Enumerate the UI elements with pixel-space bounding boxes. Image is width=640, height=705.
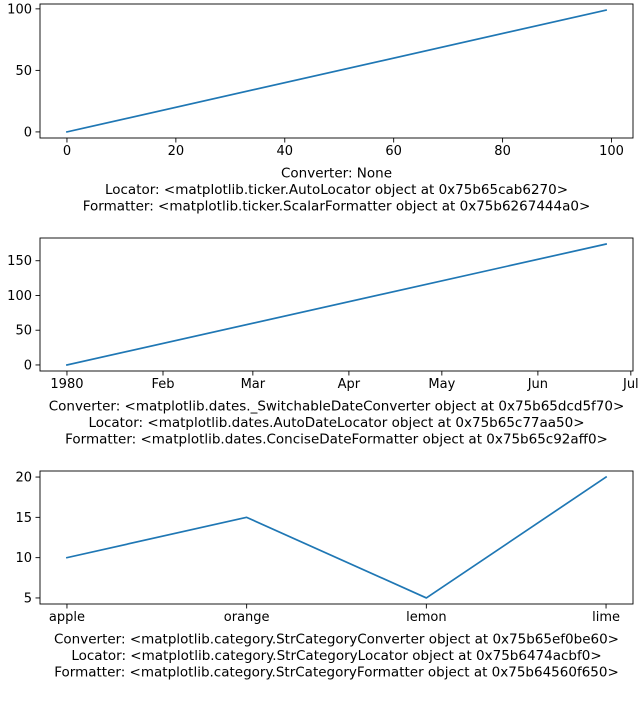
chart-3-y-tick-label-2: 10 <box>15 551 32 566</box>
chart-3-axes-frame <box>39 470 634 605</box>
chart-2-y-tick-label-3: 100 <box>7 289 32 304</box>
chart-1: 0 20 40 60 80 100 0 50 100 Converter: NoneLocator… <box>7 2 634 215</box>
chart-3-y-tick-label-1: 5 <box>24 591 32 606</box>
chart-1-y-tick-label-3: 100 <box>7 2 32 17</box>
chart-3-xlabel-line-3: Formatter: <matplotlib.category.StrCateg… <box>54 665 619 681</box>
chart-2-x-tick-label-1: 1980 <box>50 377 83 392</box>
chart-2-x-tick-label-4: Apr <box>338 377 361 392</box>
chart-2-axes-frame <box>39 237 634 372</box>
chart-1-xlabel-line-2: Locator: <matplotlib.ticker.AutoLocator … <box>105 182 568 198</box>
chart-3-x-tick-label-2: orange <box>224 610 270 625</box>
chart-2-x-tick-label-7: Jul <box>622 377 639 392</box>
chart-1-xlabel-line-1: Converter: None <box>281 166 392 182</box>
chart-2-xlabel-line-1: Converter: <matplotlib.dates._Switchable… <box>49 399 625 415</box>
chart-2-series-line-1 <box>65 243 608 366</box>
chart-2-x-tick-label-6: Jun <box>527 377 548 392</box>
chart-3-x-tick-label-3: lemon <box>406 610 446 625</box>
chart-1-y-tick-label-1: 0 <box>24 125 32 140</box>
chart-2-y-tick-label-1: 0 <box>24 358 32 373</box>
chart-1-x-tick-label-6: 100 <box>599 144 624 159</box>
chart-2-y-tick-label-2: 50 <box>15 324 32 339</box>
chart-3-xlabel-line-2: Locator: <matplotlib.category.StrCategor… <box>71 648 601 664</box>
chart-2-y-tick-label-4: 150 <box>7 254 32 269</box>
chart-2: 1980 Feb Mar Apr May Jun Jul 0 50 100 150 Converter… <box>7 237 639 448</box>
chart-2-x-tick-label-5: May <box>428 377 455 392</box>
chart-1-x-tick-label-1: 0 <box>63 144 71 159</box>
chart-1-y-tick-label-2: 50 <box>15 64 32 79</box>
chart-1-x-tick-label-3: 40 <box>276 144 293 159</box>
chart-3-y-tick-label-4: 20 <box>15 471 32 486</box>
chart-3-x-tick-label-1: apple <box>49 610 85 625</box>
chart-1-x-tick-label-5: 80 <box>494 144 511 159</box>
chart-1-series-line-1 <box>65 9 608 133</box>
chart-3-x-tick-label-4: lime <box>592 610 620 625</box>
chart-3-y-tick-label-3: 15 <box>15 511 32 526</box>
chart-2-xlabel-line-2: Locator: <matplotlib.dates.AutoDateLocat… <box>88 415 584 431</box>
chart-1-xlabel-line-3: Formatter: <matplotlib.ticker.ScalarForm… <box>83 199 591 215</box>
chart-1-x-tick-label-4: 60 <box>385 144 402 159</box>
chart-3: apple orange lemon lime 5 10 15 20 Converter: <m… <box>15 470 634 681</box>
chart-2-xlabel-line-3: Formatter: <matplotlib.dates.ConciseDate… <box>65 432 608 448</box>
chart-3-series-line-1 <box>65 475 608 599</box>
chart-3-xlabel-line-1: Converter: <matplotlib.category.StrCateg… <box>54 632 619 648</box>
chart-1-axes-frame <box>39 3 634 139</box>
chart-2-x-tick-label-3: Mar <box>241 377 266 392</box>
chart-2-x-tick-label-2: Feb <box>151 377 174 392</box>
chart-1-x-tick-label-2: 20 <box>168 144 185 159</box>
